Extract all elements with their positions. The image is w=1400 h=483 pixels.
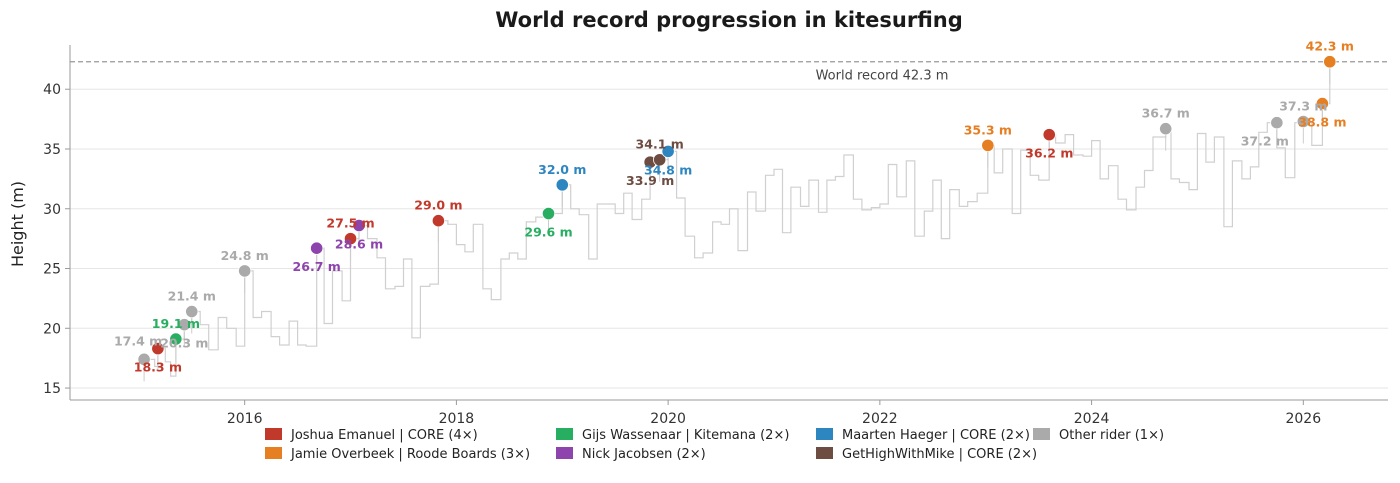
legend-label: Jamie Overbeek | Roode Boards (3×)	[290, 447, 530, 462]
record-label: 24.8 m	[221, 248, 269, 263]
record-point	[1296, 114, 1310, 129]
record-label: 29.0 m	[414, 198, 462, 213]
legend-label: Maarten Haeger | CORE (2×)	[842, 428, 1030, 443]
gridlines	[70, 88, 1388, 389]
x-tick-label: 2016	[227, 411, 263, 427]
y-axis-label: Height (m)	[8, 181, 27, 267]
record-point	[177, 318, 191, 332]
world-record-line: World record 42.3 m	[70, 61, 1388, 84]
world-record-label: World record 42.3 m	[816, 69, 949, 84]
record-point	[1323, 55, 1337, 69]
legend-label: Gijs Wassenaar | Kitemana (2×)	[582, 428, 789, 443]
record-label: 20.3 m	[160, 336, 208, 351]
record-point	[653, 153, 667, 167]
background-line	[144, 61, 1331, 377]
record-point	[185, 304, 199, 319]
record-label: 34.1 m	[636, 137, 684, 152]
x-tick-label: 2026	[1285, 411, 1321, 427]
chart-title: World record progression in kitesurfing	[495, 8, 963, 32]
record-point	[151, 342, 165, 356]
y-tick-label: 25	[43, 262, 61, 278]
record-label: 32.0 m	[538, 162, 586, 177]
record-point	[661, 144, 675, 158]
record-point	[238, 264, 252, 278]
record-label: 21.4 m	[168, 289, 216, 304]
background-step-line	[144, 61, 1331, 377]
record-labels: 17.4 m 18.3 m 19.1 m 20.3 m 21.4 m 24.8 m 26.7…	[114, 39, 1354, 375]
legend: Joshua Emanuel | CORE (4×) Jamie Overbeek…	[265, 428, 1164, 462]
record-point	[169, 332, 183, 346]
record-label: 35.3 m	[964, 122, 1012, 137]
legend-label: Nick Jacobsen (2×)	[582, 447, 706, 462]
record-label: 36.2 m	[1025, 146, 1073, 161]
legend-swatch	[816, 428, 833, 440]
x-tick-label: 2020	[650, 411, 686, 427]
record-point	[981, 138, 995, 153]
record-label: 42.3 m	[1306, 39, 1354, 54]
record-points	[137, 55, 1337, 366]
y-tick-label: 40	[43, 82, 61, 98]
record-point	[431, 214, 446, 228]
record-label: 34.8 m	[644, 162, 692, 177]
record-point	[343, 232, 358, 246]
record-label: 38.8 m	[1298, 115, 1346, 130]
legend-swatch	[816, 447, 833, 459]
legend-swatch	[265, 447, 282, 459]
record-label: 27.5 m	[326, 216, 374, 231]
legend-swatch	[556, 428, 573, 440]
legend-label: Joshua Emanuel | CORE (4×)	[290, 428, 478, 443]
record-point	[1159, 122, 1173, 136]
record-label: 26.7 m	[293, 259, 341, 274]
record-label: 29.6 m	[524, 225, 572, 240]
y-tick-label: 15	[43, 381, 61, 397]
y-tick-label: 20	[43, 321, 61, 337]
record-point	[137, 352, 151, 366]
record-point	[555, 178, 569, 192]
y-tick-label: 30	[43, 202, 61, 218]
record-label: 36.7 m	[1142, 106, 1190, 121]
record-label: 19.1 m	[152, 316, 200, 331]
legend-swatch	[265, 428, 282, 440]
y-tick-label: 35	[43, 142, 61, 158]
record-point	[310, 241, 324, 255]
x-tick-label: 2018	[439, 411, 475, 427]
record-label: 28.6 m	[335, 236, 383, 251]
x-tick-label: 2022	[862, 411, 898, 427]
record-label: 18.3 m	[134, 360, 182, 375]
record-point	[1270, 116, 1284, 130]
x-tick-label: 2024	[1074, 411, 1110, 427]
legend-label: GetHighWithMike | CORE (2×)	[842, 447, 1037, 462]
legend-swatch	[1033, 428, 1050, 440]
record-point	[541, 206, 556, 221]
record-label: 17.4 m	[114, 333, 162, 348]
record-label: 37.2 m	[1241, 134, 1289, 149]
record-label: 33.9 m	[626, 173, 674, 188]
legend-label: Other rider (1×)	[1059, 428, 1164, 443]
record-label: 37.3 m	[1279, 98, 1327, 113]
record-point	[1042, 128, 1056, 142]
legend-swatch	[556, 447, 573, 459]
record-point	[1315, 96, 1329, 111]
record-point	[352, 218, 366, 233]
axes: 15 20 25 30 35 40 2016 2018 2020 2022 2024 2026	[43, 45, 1388, 427]
